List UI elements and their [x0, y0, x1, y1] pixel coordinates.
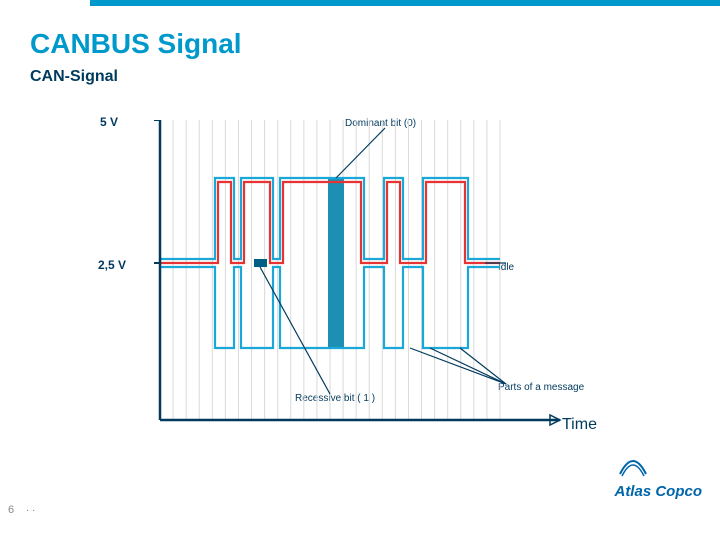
- page-title: CANBUS Signal: [30, 28, 242, 60]
- page-subtitle: CAN-Signal: [30, 68, 118, 86]
- y-label-5v: 5 V: [100, 115, 118, 129]
- top-bar: [90, 0, 720, 6]
- signal-chart: [150, 120, 570, 440]
- page-number: 6: [8, 504, 14, 516]
- y-label-2-5v: 2,5 V: [98, 258, 126, 272]
- footer-dots: . .: [26, 502, 35, 514]
- logo-arc-icon: [618, 452, 648, 482]
- logo-text: Atlas Copco: [614, 483, 702, 500]
